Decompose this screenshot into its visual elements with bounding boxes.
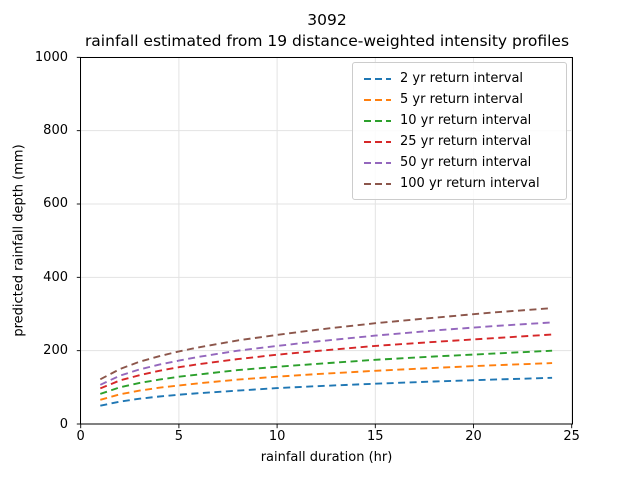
y-tick-label: 1000 (34, 49, 68, 65)
legend-entry: 10 yr return interval (353, 110, 566, 131)
series-line (99, 333, 553, 390)
y-tick-label: 400 (43, 269, 68, 285)
y-tick-label: 200 (43, 343, 68, 359)
data-curves (99, 307, 553, 407)
legend-entry: 25 yr return interval (353, 131, 566, 152)
legend-entry: 50 yr return interval (353, 152, 566, 173)
dashed-line-swatch-icon (364, 161, 391, 164)
legend-box: 2 yr return interval 5 yr return interva… (352, 62, 567, 200)
tick-marks (76, 56, 573, 429)
dashed-line-swatch-icon (364, 77, 391, 80)
x-tick-label: 10 (268, 429, 286, 444)
x-tick-label: 5 (174, 429, 184, 444)
series-line (99, 321, 553, 386)
series-line (99, 307, 553, 381)
x-axis-label: rainfall duration (hr) (260, 450, 393, 465)
series-line (100, 362, 553, 401)
legend-entry: 5 yr return interval (353, 89, 566, 110)
chart-title: 3092 (307, 11, 347, 29)
chart-subtitle: rainfall estimated from 19 distance-weig… (84, 32, 570, 50)
x-tick-label: 20 (465, 429, 482, 444)
legend-label: 100 yr return interval (400, 176, 540, 191)
axes-spines (80, 57, 573, 425)
x-tick-label: 25 (563, 429, 580, 444)
legend-entry: 2 yr return interval (353, 68, 566, 89)
legend-label: 10 yr return interval (400, 113, 532, 128)
dashed-line-swatch-icon (364, 119, 391, 122)
series-line (100, 376, 553, 407)
y-tick-label: 600 (43, 196, 68, 212)
dashed-line-swatch-icon (364, 98, 391, 101)
legend-label: 5 yr return interval (400, 92, 524, 107)
dashed-line-swatch-icon (364, 140, 391, 143)
y-tick-label: 800 (43, 123, 68, 139)
y-tick-label: 0 (59, 416, 68, 432)
legend-label: 2 yr return interval (400, 71, 524, 86)
legend-label: 25 yr return interval (400, 134, 532, 149)
dashed-line-swatch-icon (364, 182, 391, 185)
x-tick-label: 15 (367, 429, 384, 444)
x-tick-label: 0 (76, 429, 85, 444)
series-line (99, 349, 553, 395)
legend-label: 50 yr return interval (400, 155, 532, 170)
y-axis-label: predicted rainfall depth (mm) (11, 144, 27, 337)
legend-entry: 100 yr return interval (353, 173, 566, 194)
